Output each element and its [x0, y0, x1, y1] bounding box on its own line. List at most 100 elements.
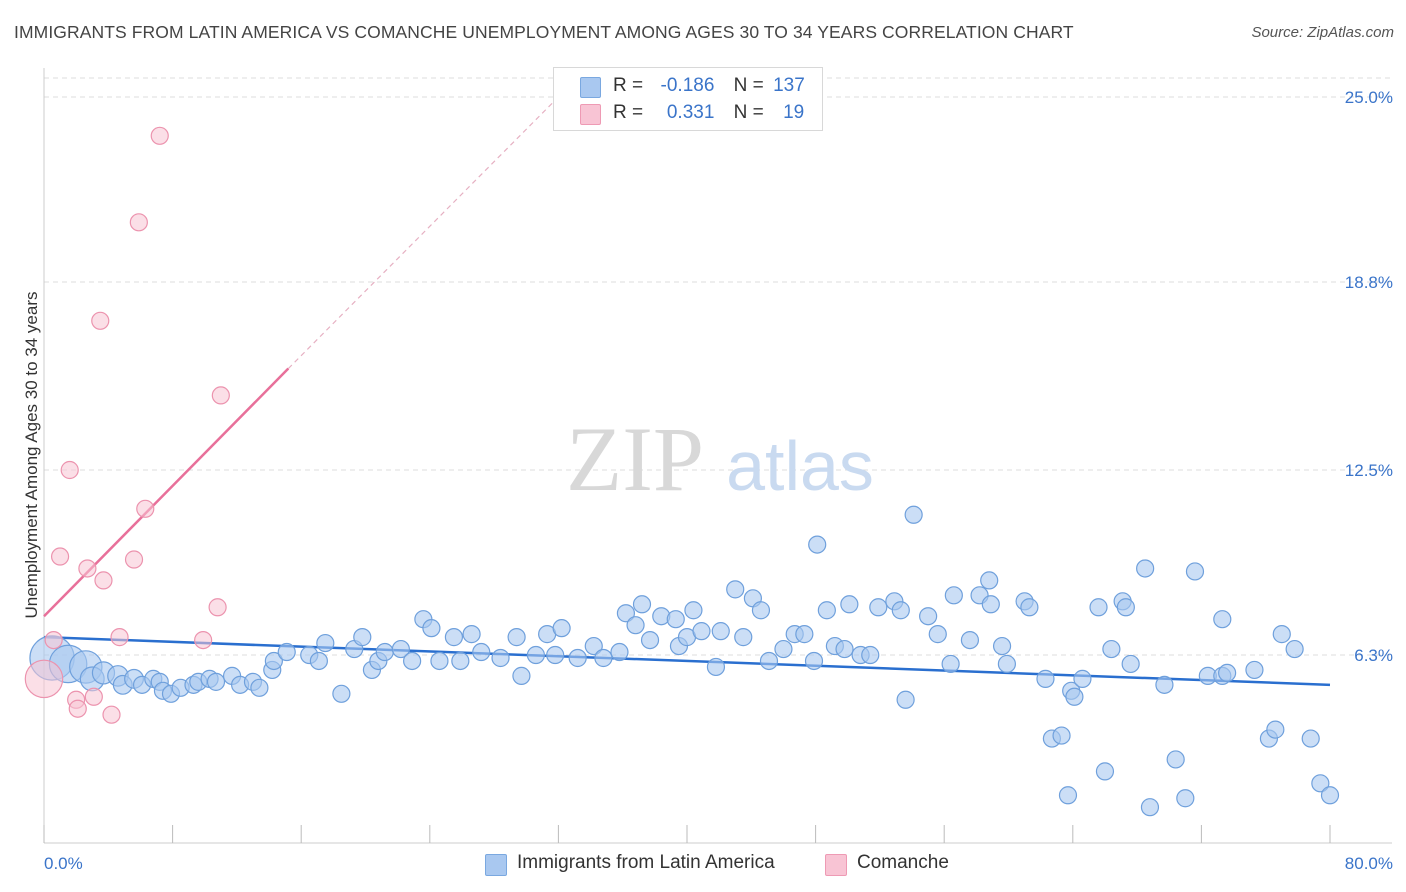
data-point-immigrants	[1218, 663, 1237, 683]
data-point-immigrants	[1065, 687, 1084, 706]
data-point-comanche	[94, 571, 113, 590]
data-point-immigrants	[734, 628, 753, 647]
watermark: ZIP atlas	[566, 408, 874, 510]
data-point-immigrants	[666, 610, 685, 629]
data-point-immigrants	[1301, 729, 1320, 748]
data-point-immigrants	[206, 672, 226, 691]
data-point-comanche	[50, 547, 70, 566]
data-point-comanche	[84, 687, 103, 706]
axes	[43, 68, 1392, 844]
data-point-comanche	[60, 460, 79, 480]
data-point-comanche	[211, 386, 230, 405]
y-tick-label: 25.0%	[1345, 88, 1393, 107]
data-point-immigrants	[546, 645, 565, 665]
data-point-immigrants	[944, 586, 963, 605]
data-point-comanche	[68, 699, 87, 718]
data-point-immigrants	[835, 639, 854, 659]
data-point-immigrants	[817, 601, 836, 620]
data-point-immigrants	[1311, 774, 1330, 793]
data-point-immigrants	[1136, 559, 1155, 578]
data-point-comanche	[110, 628, 129, 647]
data-point-immigrants	[594, 648, 613, 668]
data-point-immigrants	[861, 645, 880, 665]
legend-r-value: -0.186	[660, 75, 715, 96]
data-point-immigrants	[403, 651, 422, 671]
x-tick-label-max: 80.0%	[1345, 854, 1393, 873]
trend-line-immigrants	[43, 635, 1331, 687]
data-point-comanche	[78, 559, 97, 578]
data-point-immigrants	[309, 651, 328, 671]
data-point-immigrants	[1272, 625, 1291, 644]
chart-title: IMMIGRANTS FROM LATIN AMERICA VS COMANCH…	[14, 22, 1074, 42]
data-point-immigrants	[997, 654, 1016, 674]
legend-r-label: R =	[613, 75, 644, 96]
watermark-atlas: atlas	[726, 427, 874, 505]
legend-swatch-immigrants	[580, 77, 601, 98]
data-point-immigrants	[1140, 798, 1160, 817]
data-point-comanche	[102, 705, 121, 724]
data-point-immigrants	[250, 678, 269, 697]
data-point-immigrants	[430, 651, 449, 671]
data-point-immigrants	[891, 601, 910, 620]
data-point-immigrants	[332, 684, 351, 703]
data-point-immigrants	[706, 657, 726, 677]
trend-line-comanche-dashed	[287, 96, 559, 369]
data-point-immigrants	[277, 642, 296, 662]
data-point-comanche	[136, 499, 155, 518]
data-point-immigrants	[626, 616, 645, 635]
series-comanche-points	[24, 126, 230, 724]
data-point-immigrants	[616, 604, 636, 623]
data-point-immigrants	[840, 595, 859, 614]
data-point-immigrants	[692, 622, 711, 641]
data-point-immigrants	[808, 535, 827, 554]
data-point-immigrants	[462, 625, 481, 644]
data-point-comanche	[124, 550, 144, 569]
data-point-immigrants	[980, 571, 999, 590]
data-point-immigrants	[919, 607, 938, 626]
data-point-comanche	[150, 126, 169, 145]
data-point-immigrants	[391, 639, 410, 659]
data-point-immigrants	[1121, 654, 1140, 674]
data-point-immigrants	[526, 645, 545, 665]
y-tick-label: 12.5%	[1345, 461, 1393, 480]
bottom-legend-label-immigrants: Immigrants from Latin America	[517, 852, 775, 873]
data-point-immigrants	[896, 690, 915, 709]
data-point-immigrants	[1155, 675, 1174, 694]
data-point-immigrants	[992, 636, 1012, 656]
data-point-immigrants	[1095, 762, 1115, 781]
data-point-immigrants	[1245, 660, 1264, 680]
data-point-immigrants	[711, 622, 730, 641]
data-point-comanche	[44, 630, 63, 650]
data-point-immigrants	[640, 630, 660, 650]
data-point-immigrants	[512, 666, 531, 685]
data-point-immigrants	[751, 601, 771, 620]
data-point-immigrants	[632, 595, 652, 614]
y-tick-label: 6.3%	[1354, 646, 1393, 665]
x-tick-label-min: 0.0%	[44, 854, 83, 873]
data-point-immigrants	[684, 601, 703, 620]
data-point-comanche	[194, 630, 213, 650]
source-label: Source: ZipAtlas.com	[1251, 24, 1394, 41]
data-point-immigrants	[552, 619, 571, 638]
legend-n-value: 19	[783, 102, 805, 123]
data-point-immigrants	[774, 639, 793, 659]
data-point-immigrants	[264, 651, 283, 671]
data-point-immigrants	[422, 619, 441, 638]
data-point-immigrants	[1116, 598, 1135, 617]
data-point-immigrants	[960, 630, 980, 650]
data-point-immigrants	[795, 625, 814, 644]
data-point-immigrants	[1058, 786, 1078, 805]
bottom-legend-label-comanche: Comanche	[857, 852, 949, 873]
data-point-immigrants	[444, 628, 464, 647]
bottom-legend-swatch-immigrants	[485, 854, 507, 876]
data-point-comanche	[24, 659, 64, 699]
stats-legend: R = -0.186 N = 137 R = 0.331 N = 19	[553, 67, 823, 131]
data-point-immigrants	[1176, 789, 1195, 808]
data-point-immigrants	[1213, 610, 1232, 629]
data-point-immigrants	[1166, 750, 1185, 769]
data-point-immigrants	[1089, 598, 1108, 617]
data-point-immigrants	[375, 642, 394, 662]
legend-n-label: N =	[733, 102, 764, 123]
data-point-immigrants	[491, 648, 510, 668]
